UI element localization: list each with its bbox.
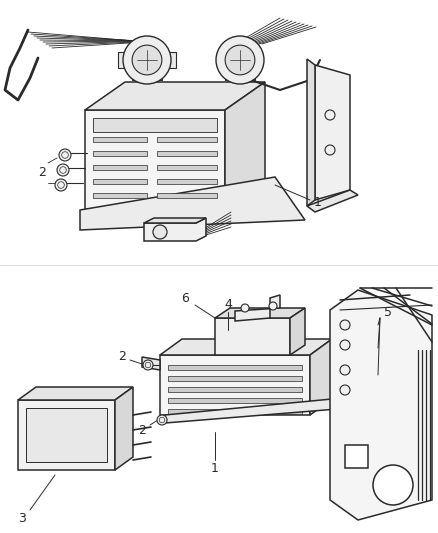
Polygon shape <box>315 65 350 200</box>
Text: 4: 4 <box>224 297 232 311</box>
Circle shape <box>340 340 350 350</box>
Polygon shape <box>157 137 217 142</box>
Circle shape <box>57 164 69 176</box>
Polygon shape <box>93 137 147 142</box>
Circle shape <box>216 36 264 84</box>
Polygon shape <box>93 165 147 170</box>
Polygon shape <box>93 193 147 198</box>
Text: 2: 2 <box>138 424 146 437</box>
Circle shape <box>269 302 277 310</box>
Polygon shape <box>307 190 358 212</box>
Text: 2: 2 <box>118 350 126 362</box>
Polygon shape <box>144 218 206 241</box>
Text: 5: 5 <box>384 305 392 319</box>
Polygon shape <box>307 59 315 206</box>
Polygon shape <box>93 118 217 132</box>
Circle shape <box>340 385 350 395</box>
Circle shape <box>143 360 153 370</box>
Polygon shape <box>157 179 217 184</box>
Polygon shape <box>157 193 217 198</box>
Polygon shape <box>26 408 107 462</box>
Polygon shape <box>168 365 302 370</box>
Circle shape <box>157 415 167 425</box>
Polygon shape <box>290 308 305 355</box>
Circle shape <box>373 465 413 505</box>
Polygon shape <box>157 151 217 156</box>
Polygon shape <box>118 52 128 68</box>
Circle shape <box>340 320 350 330</box>
Polygon shape <box>310 339 332 415</box>
Polygon shape <box>215 318 290 355</box>
Polygon shape <box>165 399 362 423</box>
Circle shape <box>123 36 171 84</box>
Polygon shape <box>168 398 302 403</box>
Polygon shape <box>132 60 162 80</box>
Polygon shape <box>166 52 176 68</box>
Polygon shape <box>115 387 133 470</box>
Polygon shape <box>235 295 280 321</box>
Polygon shape <box>330 290 432 520</box>
Polygon shape <box>85 82 265 110</box>
Circle shape <box>55 179 67 191</box>
Circle shape <box>225 45 255 75</box>
Text: 3: 3 <box>18 512 26 524</box>
Polygon shape <box>93 179 147 184</box>
Polygon shape <box>225 60 255 80</box>
Circle shape <box>325 145 335 155</box>
Polygon shape <box>160 355 310 415</box>
Text: 2: 2 <box>38 166 46 180</box>
Circle shape <box>132 45 162 75</box>
Text: 1: 1 <box>211 462 219 474</box>
Polygon shape <box>144 218 206 223</box>
Circle shape <box>241 304 249 312</box>
Circle shape <box>153 225 167 239</box>
Text: 1: 1 <box>314 196 322 208</box>
Polygon shape <box>215 308 305 318</box>
Text: 6: 6 <box>181 292 189 304</box>
Polygon shape <box>345 445 368 468</box>
Polygon shape <box>160 339 332 355</box>
Polygon shape <box>168 409 302 414</box>
Polygon shape <box>168 376 302 381</box>
Polygon shape <box>168 387 302 392</box>
Circle shape <box>325 110 335 120</box>
Polygon shape <box>80 177 305 230</box>
Polygon shape <box>157 165 217 170</box>
Polygon shape <box>18 400 115 470</box>
Polygon shape <box>225 82 265 210</box>
Polygon shape <box>93 151 147 156</box>
Polygon shape <box>18 387 133 400</box>
Polygon shape <box>85 110 225 210</box>
Circle shape <box>59 149 71 161</box>
Circle shape <box>340 365 350 375</box>
Polygon shape <box>142 357 160 370</box>
